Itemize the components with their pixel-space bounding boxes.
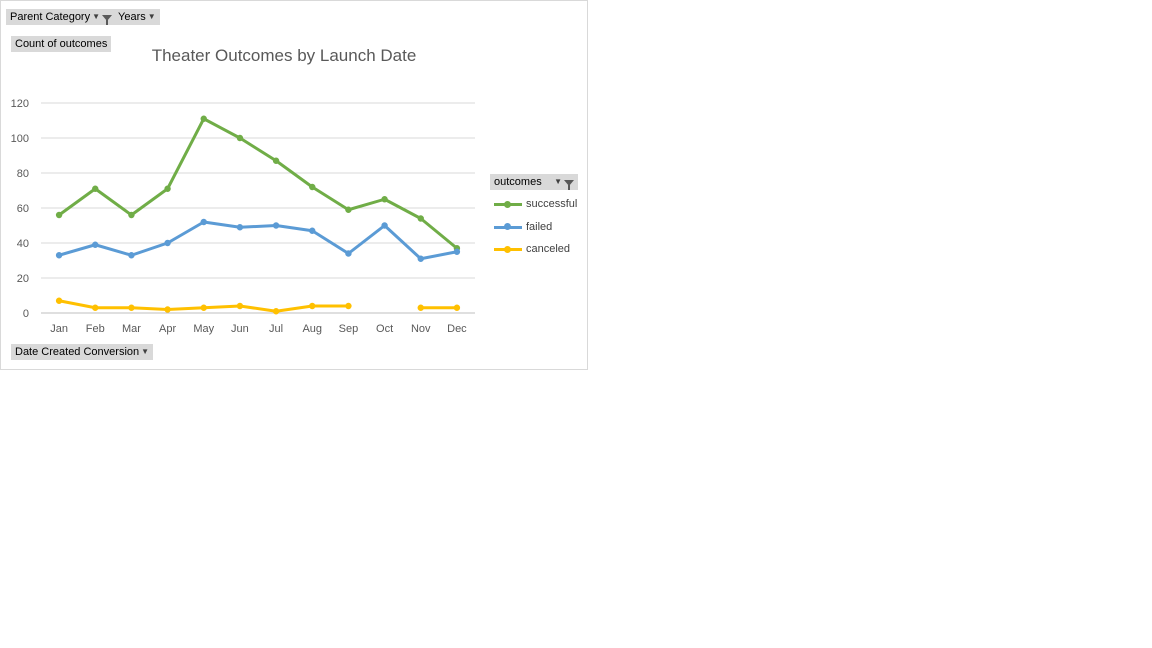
dropdown-arrow-icon: ▼ [554,177,562,186]
data-point-canceled [272,308,280,315]
parent-category-label: Parent Category [10,11,91,23]
data-point-failed [55,252,63,259]
years-label: Years [118,11,146,23]
x-tick-label: Nov [411,323,431,335]
data-point-successful [381,196,388,203]
date-created-conversion-label: Date Created Conversion [15,346,140,358]
data-point-failed [381,222,388,229]
dropdown-arrow-icon: ▼ [141,347,150,356]
data-point-successful [236,134,244,142]
filter-icon [564,180,574,190]
data-point-successful [345,206,352,213]
series-lines [55,115,461,315]
data-point-canceled [417,304,424,311]
data-point-canceled [92,304,99,311]
x-tick-label: May [193,323,214,335]
data-point-canceled [309,302,316,310]
count-of-outcomes-label: Count of outcomes [15,38,108,50]
y-tick-label: 60 [17,203,29,215]
data-point-failed [453,248,461,255]
y-tick-label: 20 [17,273,29,285]
data-point-canceled [55,297,63,304]
count-of-outcomes-field: Count of outcomes [11,36,112,52]
data-point-successful [309,183,316,191]
dropdown-arrow-icon: ▼ [92,12,101,21]
line-chart: Theater Outcomes by Launch Date 0 20 40 60 8… [11,46,475,335]
series-line-successful [57,117,459,250]
dropdown-arrow-icon: ▼ [147,12,156,21]
years-filter-button[interactable]: Years ▼ [114,9,160,25]
legend-label: failed [526,220,553,233]
legend-swatch [494,220,522,234]
data-point-failed [164,239,171,247]
legend-swatch [494,197,522,211]
pivot-chart: Parent Category ▼ Years ▼ Count of outco… [0,0,588,370]
data-point-canceled [128,304,135,311]
data-point-failed [92,241,99,248]
data-point-successful [128,211,135,219]
data-point-failed [128,252,135,259]
y-axis-ticks: 0 20 40 60 80 100 120 [11,98,29,320]
outcomes-legend-label: outcomes [494,176,542,188]
legend-item-successful: successful [494,197,577,211]
x-tick-label: Jun [231,323,249,335]
data-point-successful [164,185,171,192]
y-tick-label: 40 [17,238,29,250]
x-tick-label: Jan [50,323,68,335]
series-canceled [55,297,461,315]
legend-swatch [494,242,522,256]
data-point-canceled [236,302,244,310]
series-failed [55,218,461,262]
gridlines [41,102,475,314]
data-point-canceled [200,304,207,311]
legend-item-canceled: canceled [494,242,570,256]
data-point-failed [200,218,207,226]
legend-label: canceled [526,243,571,255]
y-tick-label: 100 [11,133,29,145]
x-tick-label: Jul [269,323,283,335]
data-point-successful [272,157,280,164]
parent-category-filter-button[interactable]: Parent Category ▼ [6,9,117,25]
series-line-failed [57,220,459,261]
y-tick-label: 0 [23,308,29,320]
chart-title: Theater Outcomes by Launch Date [152,46,417,65]
data-point-failed [236,224,244,231]
data-point-failed [309,227,316,234]
data-point-successful [55,211,63,219]
date-created-conversion-button[interactable]: Date Created Conversion ▼ [11,344,154,360]
outcomes-legend-filter-button[interactable]: outcomes ▼ [490,174,578,190]
x-tick-label: Aug [302,323,322,335]
data-point-canceled [345,302,352,310]
x-tick-label: Feb [86,323,105,335]
data-point-failed [345,250,352,257]
series-successful [55,115,461,252]
data-point-canceled [164,306,171,313]
x-axis-ticks: Jan Feb Mar Apr May Jun Jul Aug Sep Oct Nov Dec [50,323,467,335]
x-tick-label: Sep [339,323,359,335]
data-point-successful [92,185,99,192]
data-point-failed [272,222,280,229]
legend-label: successful [526,198,578,210]
x-tick-label: Oct [376,323,393,335]
x-tick-label: Apr [159,323,176,335]
y-tick-label: 120 [11,98,29,110]
data-point-failed [417,255,424,262]
filter-icon [102,15,113,25]
x-tick-label: Mar [122,323,141,335]
legend-item-failed: failed [494,220,552,234]
y-tick-label: 80 [17,168,29,180]
x-tick-label: Dec [447,323,467,335]
data-point-canceled [453,304,461,311]
data-point-successful [200,115,207,122]
data-point-successful [417,215,424,222]
